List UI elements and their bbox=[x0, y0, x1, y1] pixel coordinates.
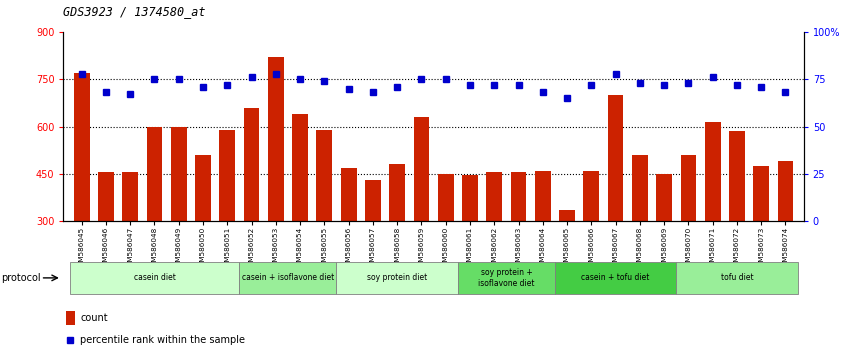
Bar bbox=[438, 174, 453, 316]
Bar bbox=[123, 172, 138, 316]
Bar bbox=[753, 166, 769, 316]
Text: GDS3923 / 1374580_at: GDS3923 / 1374580_at bbox=[63, 5, 206, 18]
Bar bbox=[146, 127, 162, 316]
Text: tofu diet: tofu diet bbox=[721, 273, 753, 282]
Bar bbox=[316, 130, 332, 316]
Bar bbox=[676, 262, 798, 294]
Bar bbox=[656, 174, 672, 316]
Bar bbox=[632, 155, 648, 316]
Bar bbox=[559, 210, 575, 316]
Bar bbox=[511, 172, 526, 316]
Bar bbox=[65, 312, 74, 325]
Bar bbox=[680, 155, 696, 316]
Bar bbox=[535, 171, 551, 316]
Bar bbox=[389, 164, 405, 316]
Bar bbox=[74, 73, 90, 316]
Bar bbox=[777, 161, 794, 316]
Bar bbox=[244, 108, 260, 316]
Text: protocol: protocol bbox=[1, 273, 41, 283]
Bar bbox=[69, 262, 239, 294]
Bar bbox=[705, 122, 721, 316]
Text: casein + tofu diet: casein + tofu diet bbox=[581, 273, 650, 282]
Bar bbox=[171, 127, 187, 316]
Bar bbox=[607, 95, 624, 316]
Bar bbox=[555, 262, 676, 294]
Bar bbox=[268, 57, 283, 316]
Bar bbox=[337, 262, 458, 294]
Bar bbox=[98, 172, 114, 316]
Bar bbox=[365, 180, 381, 316]
Bar bbox=[462, 176, 478, 316]
Bar bbox=[219, 130, 235, 316]
Bar bbox=[414, 117, 429, 316]
Bar bbox=[239, 262, 337, 294]
Bar bbox=[292, 114, 308, 316]
Text: percentile rank within the sample: percentile rank within the sample bbox=[80, 335, 245, 345]
Bar bbox=[729, 131, 744, 316]
Text: casein + isoflavone diet: casein + isoflavone diet bbox=[242, 273, 334, 282]
Text: soy protein diet: soy protein diet bbox=[367, 273, 427, 282]
Text: count: count bbox=[80, 313, 108, 323]
Text: casein diet: casein diet bbox=[134, 273, 175, 282]
Text: soy protein +
isoflavone diet: soy protein + isoflavone diet bbox=[478, 268, 535, 287]
Bar bbox=[195, 155, 211, 316]
Bar bbox=[341, 167, 356, 316]
Bar bbox=[486, 172, 503, 316]
Bar bbox=[458, 262, 555, 294]
Bar bbox=[584, 171, 599, 316]
